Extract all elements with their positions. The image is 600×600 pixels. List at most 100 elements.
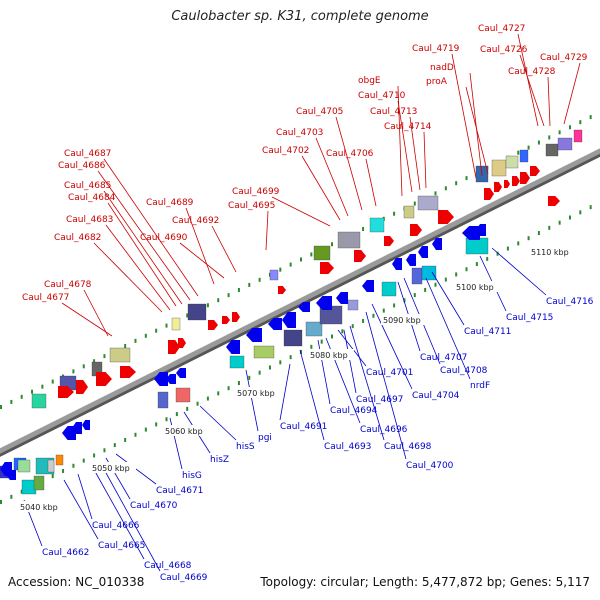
- tick-mark: [186, 406, 189, 411]
- gene-block: [171, 317, 181, 331]
- tick-mark: [331, 242, 334, 247]
- forward-gene-arrow: [232, 312, 240, 322]
- scale-label-bg: [529, 246, 575, 257]
- forward-gene-arrow: [168, 340, 180, 354]
- reverse-gene-label: Caul_4701: [366, 368, 413, 378]
- tick-mark: [248, 282, 251, 287]
- gene-block: [491, 159, 507, 177]
- forward-gene-arrow: [76, 380, 88, 394]
- tick-mark: [455, 181, 458, 186]
- tick-mark: [155, 328, 158, 333]
- scale-label-bg: [308, 349, 354, 360]
- scale-label: 5090 kbp: [383, 316, 421, 325]
- forward-gene-label: Caul_4678: [44, 280, 92, 290]
- gene-block: [283, 329, 303, 347]
- tick-mark: [362, 318, 365, 323]
- forward-leader: [547, 76, 551, 127]
- tick-mark: [403, 298, 406, 303]
- gene-block: [109, 347, 131, 363]
- forward-leader: [211, 225, 237, 273]
- tick-mark: [496, 251, 499, 256]
- forward-gene-arrow: [384, 236, 394, 246]
- forward-gene-label: proA: [426, 77, 448, 87]
- forward-gene-arrow: [278, 286, 286, 294]
- forward-gene-label: Caul_4699: [232, 187, 280, 197]
- gene-block: [519, 149, 529, 163]
- tick-mark: [486, 256, 489, 261]
- scale-label: 5110 kbp: [531, 248, 569, 257]
- reverse-gene-arrow: [246, 328, 262, 342]
- forward-leader: [103, 158, 199, 297]
- tick-mark: [113, 443, 116, 448]
- reverse-leader: [371, 303, 413, 390]
- reverse-gene-label: Caul_4708: [440, 366, 488, 376]
- gene-block: [337, 231, 361, 249]
- forward-gene-arrow: [484, 188, 494, 200]
- tick-mark: [506, 246, 509, 251]
- tick-mark: [165, 323, 168, 328]
- reverse-leader: [299, 349, 325, 441]
- forward-leader: [185, 207, 215, 285]
- forward-gene-label: Caul_4684: [68, 193, 116, 203]
- forward-gene-label: Caul_4683: [66, 215, 113, 225]
- tick-mark: [124, 343, 127, 348]
- gene-block: [465, 237, 489, 255]
- forward-gene-label: nadD: [430, 63, 454, 73]
- forward-leader: [469, 72, 483, 177]
- forward-leader: [517, 33, 539, 127]
- tick-mark: [444, 277, 447, 282]
- tick-mark: [144, 333, 147, 338]
- reverse-gene-label: hisZ: [210, 455, 229, 465]
- tick-mark: [124, 437, 127, 442]
- tick-mark: [455, 272, 458, 277]
- forward-leader: [265, 210, 269, 251]
- reverse-gene-label: Caul_4700: [406, 461, 454, 471]
- tick-mark: [372, 313, 375, 318]
- forward-leader: [97, 170, 191, 301]
- reverse-gene-label: pgi: [258, 433, 272, 443]
- reverse-gene-arrow: [62, 426, 76, 440]
- forward-leader: [83, 289, 109, 337]
- forward-gene-arrow: [354, 250, 366, 262]
- forward-gene-label: Caul_4689: [146, 198, 194, 208]
- gene-block: [381, 281, 397, 297]
- tick-mark: [424, 287, 427, 292]
- forward-gene-label: Caul_4706: [326, 149, 374, 159]
- tick-mark: [186, 313, 189, 318]
- forward-gene-label: Caul_4690: [140, 233, 188, 243]
- feature-layer: [0, 129, 583, 495]
- tick-mark: [217, 391, 220, 396]
- tick-mark: [41, 384, 44, 389]
- tick-mark: [537, 140, 540, 145]
- tick-mark: [237, 288, 240, 293]
- tick-mark: [341, 329, 344, 334]
- forward-gene-label: Caul_4687: [64, 149, 111, 159]
- reverse-gene-label: Caul_4697: [356, 395, 403, 405]
- tick-mark: [237, 381, 240, 386]
- tick-mark: [393, 211, 396, 216]
- reverse-leader: [349, 325, 385, 441]
- scale-label: 5080 kbp: [310, 351, 348, 360]
- reverse-gene-label: hisG: [182, 471, 202, 481]
- forward-leader: [93, 242, 163, 313]
- tick-mark: [134, 338, 137, 343]
- leader-layer: [23, 33, 581, 572]
- tick-mark: [548, 135, 551, 140]
- scale-label: 5040 kbp: [20, 503, 58, 512]
- tick-mark: [175, 412, 178, 417]
- forward-leader: [301, 155, 341, 221]
- forward-leader: [409, 116, 421, 191]
- tick-mark: [20, 394, 23, 399]
- gene-block: [557, 137, 573, 151]
- reverse-gene-label: Caul_4704: [412, 391, 460, 401]
- forward-leader: [105, 224, 171, 311]
- tick-mark: [382, 308, 385, 313]
- forward-leader: [271, 196, 331, 227]
- reverse-gene-arrow: [462, 226, 480, 240]
- tick-mark: [331, 334, 334, 339]
- tick-mark: [196, 401, 199, 406]
- scale-label-bg: [18, 501, 64, 512]
- forward-gene-arrow: [120, 366, 136, 378]
- reverse-gene-label: Caul_4671: [156, 486, 203, 496]
- tick-mark: [51, 474, 54, 479]
